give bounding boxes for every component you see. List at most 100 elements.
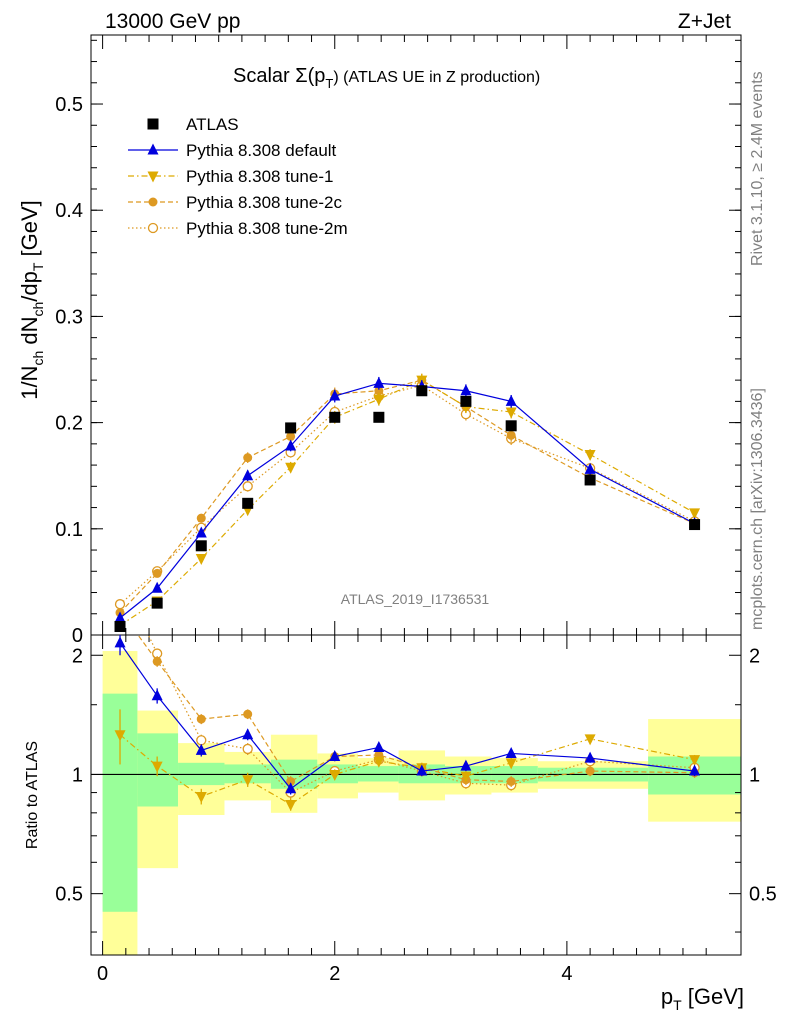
series-point: [460, 384, 472, 396]
ratio-point: [242, 743, 253, 755]
legend-label: Pythia 8.308 tune-2m: [186, 219, 348, 238]
y-axis-label: 1/Nch dNch/dpT [GeV]: [17, 200, 46, 400]
ratio-point: [196, 735, 207, 746]
ratio-series-line: [147, 635, 695, 794]
ratio-tick-label: 0.5: [55, 884, 83, 906]
x-tick-label: 2: [329, 963, 340, 985]
ratio-point: [373, 756, 385, 768]
data-point: [689, 519, 701, 531]
series-point: [285, 462, 297, 474]
ratio-point: [286, 776, 296, 786]
ratio-point: [584, 751, 596, 763]
ratio-point: [152, 656, 162, 666]
legend-label: Pythia 8.308 default: [186, 141, 337, 160]
ratio-point: [195, 743, 207, 755]
series-point: [584, 462, 596, 474]
main-panel: 0 0.1 0.2 0.3 0.4 0.5: [55, 34, 742, 647]
data-point: [584, 474, 596, 486]
legend-label: Pythia 8.308 tune-2c: [186, 193, 342, 212]
data-point: [151, 597, 163, 609]
ratio-point: [285, 799, 297, 811]
ratio-point: [329, 750, 341, 762]
ratio-point: [585, 766, 595, 776]
ratio-point: [416, 764, 428, 776]
series-point: [329, 389, 341, 401]
ratio-point: [151, 761, 163, 773]
legend-marker: [147, 143, 159, 155]
ratio-y-axis-label: Ratio to ATLAS: [24, 741, 41, 849]
legend-marker: [147, 171, 159, 183]
y-tick-label: 0.2: [55, 413, 83, 435]
series-point: [286, 431, 296, 441]
series-point: [374, 386, 384, 396]
ratio-point: [373, 740, 385, 752]
ratio-point: [505, 758, 517, 770]
series-point: [195, 554, 207, 566]
ratio-point: [460, 771, 472, 783]
header-left-label: 13000 GeV pp: [105, 10, 240, 33]
series-point: [584, 449, 596, 461]
series-point: [506, 430, 516, 440]
series-point: [242, 469, 254, 481]
x-axis-label: pT [GeV]: [661, 984, 744, 1013]
series-line: [119, 384, 695, 605]
data-point: [114, 621, 126, 633]
y-tick-label: 0.5: [55, 94, 83, 116]
series-point: [689, 508, 701, 520]
ratio-tick-label: 1: [72, 764, 83, 786]
y-tick-label: 0: [72, 625, 83, 647]
main-series-group: [114, 373, 701, 633]
ratio-point: [242, 728, 254, 740]
ratio-point: [689, 755, 701, 767]
data-point: [285, 422, 297, 434]
ratio-point: [460, 759, 472, 771]
ratio-point: [329, 769, 341, 781]
data-point: [195, 540, 207, 552]
header-right-label: Z+Jet: [678, 10, 731, 33]
series-line: [119, 382, 695, 619]
ratio-point: [285, 782, 297, 794]
ratio-point: [114, 636, 126, 648]
series-point: [285, 439, 297, 451]
series-point: [243, 453, 253, 463]
legend-marker-data: [147, 118, 159, 130]
ratio-series-line: [119, 642, 695, 790]
series-point: [505, 394, 517, 406]
series-point: [114, 599, 126, 610]
ratio-point: [116, 570, 125, 579]
ratio-series-line: [119, 734, 695, 806]
legend-marker: [148, 197, 158, 207]
ratio-point: [114, 730, 126, 742]
series-line: [119, 379, 695, 626]
ratio-point: [196, 714, 206, 724]
series-point: [114, 611, 126, 623]
svg-text:1/Nch dNch/dpT [GeV]: 1/Nch dNch/dpT [GeV]: [17, 200, 46, 400]
series-point: [196, 513, 206, 523]
x-tick-label: 0: [97, 963, 108, 985]
ratio-point: [151, 689, 163, 701]
ratio-point: [242, 775, 254, 787]
chart-title: Scalar Σ(pT) (ATLAS UE in Z production): [233, 65, 540, 91]
legend-label: Pythia 8.308 tune-1: [186, 167, 333, 186]
data-point: [373, 411, 385, 423]
rivet-label: Rivet 3.1.10, ≥ 2.4M events: [749, 71, 766, 266]
ratio-tick-label-right: 1: [749, 764, 760, 786]
series-point: [242, 481, 253, 492]
ratio-series-group: [114, 570, 701, 811]
ratio-point: [584, 734, 596, 746]
series-point: [152, 568, 162, 578]
ratio-band-inner: [357, 766, 399, 782]
ratio-tick-label: 2: [72, 645, 83, 667]
legend: ATLAS Pythia 8.308 default Pythia 8.308 tu…: [128, 115, 348, 238]
series-point: [195, 526, 207, 538]
ratio-series-line: [137, 635, 695, 783]
data-point: [242, 497, 254, 509]
mcplots-label: mcplots.cern.ch [arXiv:1306.3436]: [749, 388, 766, 630]
x-tick-label: 4: [561, 963, 572, 985]
series-point: [373, 394, 385, 406]
ratio-point: [689, 764, 701, 776]
y-tick-label: 0.1: [55, 519, 83, 541]
ratio-tick-label-right: 2: [749, 645, 760, 667]
data-point: [505, 420, 517, 432]
